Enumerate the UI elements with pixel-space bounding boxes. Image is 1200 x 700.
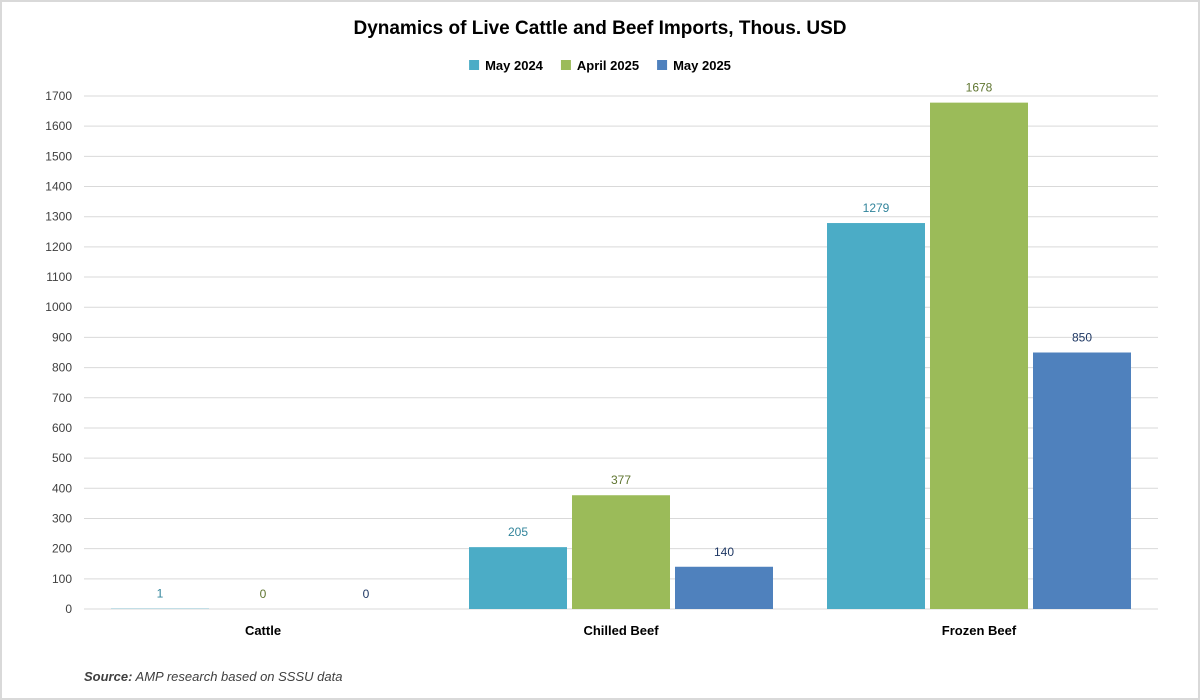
data-label: 850 <box>1072 331 1092 345</box>
bars <box>111 102 1131 609</box>
data-labels: 1 0 0 205 377 140 1279 1678 850 <box>157 81 1093 601</box>
legend-swatch <box>560 60 571 70</box>
data-label: 377 <box>611 473 631 487</box>
y-tick-label: 1400 <box>45 180 72 194</box>
y-tick-label: 1300 <box>45 210 72 224</box>
y-tick-label: 1000 <box>45 300 72 314</box>
data-label: 1279 <box>863 201 890 215</box>
y-tick-label: 900 <box>52 330 72 344</box>
data-label: 205 <box>508 525 528 539</box>
legend: May 2024 April 2025 May 2025 <box>469 58 731 73</box>
legend-item: May 2024 <box>469 58 544 73</box>
data-label: 0 <box>260 587 267 601</box>
y-tick-label: 700 <box>52 391 72 405</box>
y-tick-label: 1500 <box>45 149 72 163</box>
bar <box>827 223 925 609</box>
bar <box>1033 352 1131 609</box>
data-label: 140 <box>714 545 734 559</box>
y-tick-label: 0 <box>65 602 72 616</box>
legend-item: April 2025 <box>560 58 639 73</box>
x-axis: Cattle Chilled Beef Frozen Beef <box>245 623 1017 638</box>
x-tick-label: Frozen Beef <box>942 623 1017 638</box>
y-tick-label: 100 <box>52 572 72 586</box>
y-tick-label: 800 <box>52 361 72 375</box>
y-tick-label: 500 <box>52 451 72 465</box>
bar <box>572 495 670 609</box>
legend-label: April 2025 <box>577 58 639 73</box>
y-tick-label: 1700 <box>45 89 72 103</box>
legend-item: May 2025 <box>657 58 731 73</box>
bar <box>675 566 773 609</box>
legend-label: May 2024 <box>485 58 544 73</box>
bar <box>469 547 567 609</box>
source-label: Source: <box>84 669 133 684</box>
data-label: 0 <box>363 587 370 601</box>
x-tick-label: Chilled Beef <box>583 623 659 638</box>
source-note: Source: AMP research based on SSSU data <box>84 669 342 684</box>
data-label: 1 <box>157 587 164 601</box>
data-label: 1678 <box>966 81 993 95</box>
bar <box>930 102 1028 609</box>
y-tick-label: 1600 <box>45 119 72 133</box>
y-tick-label: 400 <box>52 481 72 495</box>
y-axis: 0 100 200 300 400 500 600 700 800 900 1000 1100 1200… <box>45 89 72 616</box>
y-tick-label: 200 <box>52 542 72 556</box>
chart-title: Dynamics of Live Cattle and Beef Imports… <box>353 18 846 39</box>
legend-label: May 2025 <box>673 58 731 73</box>
x-tick-label: Cattle <box>245 623 281 638</box>
y-tick-label: 600 <box>52 421 72 435</box>
legend-swatch <box>657 60 668 70</box>
y-tick-label: 300 <box>52 511 72 525</box>
y-tick-label: 1200 <box>45 240 72 254</box>
y-tick-label: 1100 <box>46 270 72 284</box>
source-text: AMP research based on SSSU data <box>135 669 343 684</box>
legend-swatch <box>469 60 480 70</box>
